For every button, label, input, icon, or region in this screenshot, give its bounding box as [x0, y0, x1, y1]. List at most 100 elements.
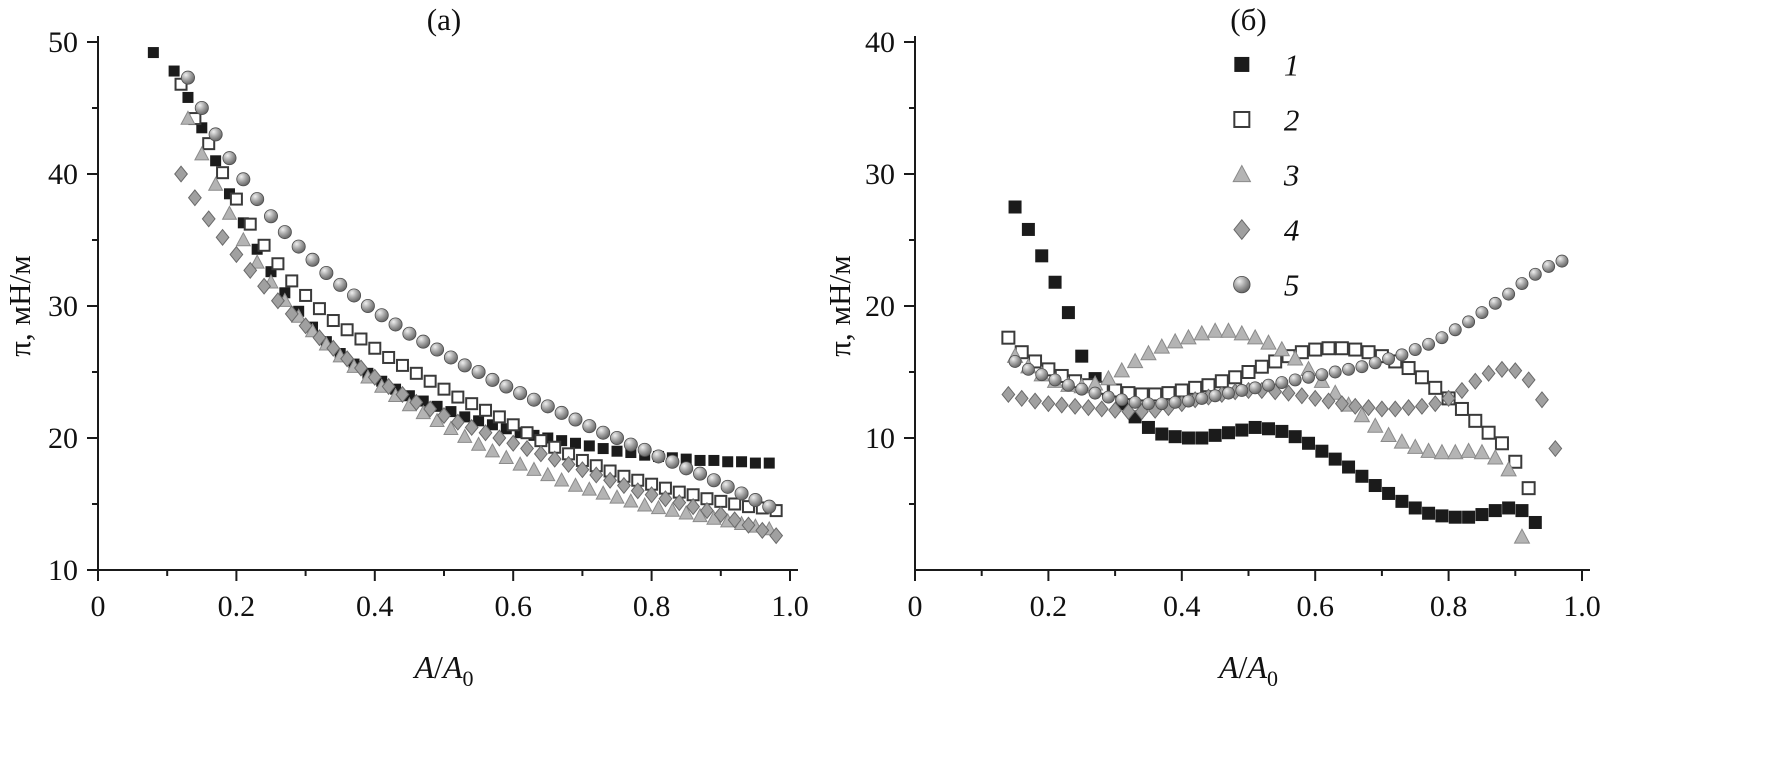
sphere-marker: [236, 172, 251, 187]
sphere-marker: [457, 358, 472, 373]
sphere-marker: [1488, 296, 1502, 310]
y-tick-label: 20: [48, 422, 78, 455]
triangle-marker: [650, 499, 667, 515]
diamond-marker: [1121, 403, 1136, 421]
legend-label-2: 2: [1284, 102, 1300, 137]
sphere-marker: [1502, 287, 1516, 301]
sphere-marker: [1142, 397, 1155, 411]
triangle-marker: [1220, 322, 1237, 338]
filled-square-marker: [417, 395, 429, 407]
filled-square-marker: [722, 456, 734, 468]
y-axis-label-b: π, мН/м: [822, 255, 857, 356]
sphere-marker: [540, 399, 555, 414]
sphere-marker: [1315, 368, 1329, 382]
triangle-marker: [194, 145, 210, 161]
filled-square-marker: [1475, 508, 1489, 522]
filled-square-marker: [1488, 504, 1502, 518]
x-tick-label: 0.4: [1163, 590, 1201, 623]
x-tick-label: 0.6: [1296, 590, 1334, 623]
diamond-marker: [409, 393, 424, 411]
triangle-marker: [235, 231, 252, 247]
chart-a-canvas: 0 0.2 0.4 0.6 0.8 1.0 10 20 30 40 50 (а) π, мН/м A/A0: [2, 2, 809, 691]
diamond-marker: [340, 350, 355, 368]
x-tick-label: 1.0: [1563, 590, 1601, 623]
diamond-marker: [1014, 389, 1029, 407]
open-square-marker: [1521, 481, 1536, 496]
sphere-marker: [1475, 306, 1489, 320]
diamond-marker: [437, 406, 451, 425]
sphere-marker: [734, 486, 749, 501]
triangle-marker: [692, 507, 708, 523]
filled-square-marker: [210, 155, 222, 167]
filled-square-marker: [1221, 426, 1235, 440]
sphere-marker: [1048, 373, 1062, 387]
triangle-marker: [221, 205, 238, 220]
diamond-marker: [1495, 360, 1509, 378]
open-square-marker: [1268, 354, 1283, 369]
open-square-marker: [1308, 342, 1323, 357]
x-tick-label: 0.8: [633, 590, 671, 623]
filled-square-marker: [1168, 430, 1182, 444]
open-square-marker: [299, 288, 313, 302]
diamond-marker: [561, 455, 576, 473]
open-square-marker: [492, 410, 506, 424]
filled-square-marker: [251, 243, 263, 255]
open-square-marker: [1233, 110, 1251, 128]
open-square-marker: [243, 217, 257, 231]
triangle-marker: [1193, 324, 1211, 341]
filled-square-marker: [1208, 428, 1222, 442]
open-square-marker: [1174, 383, 1189, 398]
y-tick-label: 10: [48, 554, 78, 587]
open-square-marker: [1361, 345, 1376, 360]
sphere-marker: [1128, 395, 1142, 409]
sphere-marker: [1302, 370, 1315, 384]
sphere-marker: [1382, 352, 1396, 366]
triangle-marker: [1366, 417, 1384, 433]
triangle-marker: [1446, 443, 1464, 460]
triangle-marker: [207, 176, 224, 191]
filled-square-marker: [1195, 431, 1209, 445]
filled-square-marker: [1181, 431, 1195, 445]
open-square-marker: [340, 323, 354, 337]
diamond-marker: [575, 461, 590, 479]
triangle-marker: [664, 502, 681, 517]
diamond-marker: [1308, 389, 1323, 407]
triangle-marker: [1206, 322, 1224, 338]
diamond-marker: [603, 471, 618, 489]
filled-square-marker: [1035, 249, 1049, 263]
triangle-marker: [1380, 426, 1397, 443]
filled-square-marker: [1328, 452, 1342, 466]
sphere-marker: [471, 364, 486, 379]
open-square-marker: [409, 366, 423, 380]
sphere-marker: [305, 252, 320, 267]
diamond-marker: [270, 292, 285, 310]
x-axis-label-b: A/A0: [1217, 649, 1278, 691]
triangle-marker: [567, 477, 584, 492]
triangle-marker: [429, 412, 445, 428]
sphere-marker: [1262, 378, 1275, 392]
sphere-marker: [222, 151, 237, 166]
sphere-marker: [430, 342, 445, 357]
open-square-marker: [1321, 341, 1336, 356]
sphere-marker: [374, 308, 389, 323]
filled-square-marker: [1008, 200, 1022, 214]
filled-square-marker: [1234, 56, 1250, 72]
triangle-marker: [1180, 328, 1197, 345]
triangle-marker: [636, 497, 653, 512]
diamond-marker: [1374, 400, 1389, 418]
triangle-marker: [1473, 443, 1491, 460]
filled-square-marker: [1502, 501, 1516, 515]
sphere-marker: [1222, 386, 1235, 400]
diamond-marker: [174, 165, 188, 183]
sphere-marker: [1275, 376, 1289, 390]
sphere-marker: [706, 473, 721, 488]
sphere-marker: [693, 466, 708, 481]
open-square-marker: [1428, 380, 1443, 395]
axes-b: [904, 36, 1590, 581]
x-tick-label: 0.6: [494, 590, 532, 623]
open-square-marker: [1494, 436, 1509, 451]
sphere-marker: [568, 412, 583, 427]
diamond-marker: [1441, 389, 1456, 407]
filled-square-marker: [1342, 460, 1356, 474]
filled-square-marker: [708, 454, 720, 466]
